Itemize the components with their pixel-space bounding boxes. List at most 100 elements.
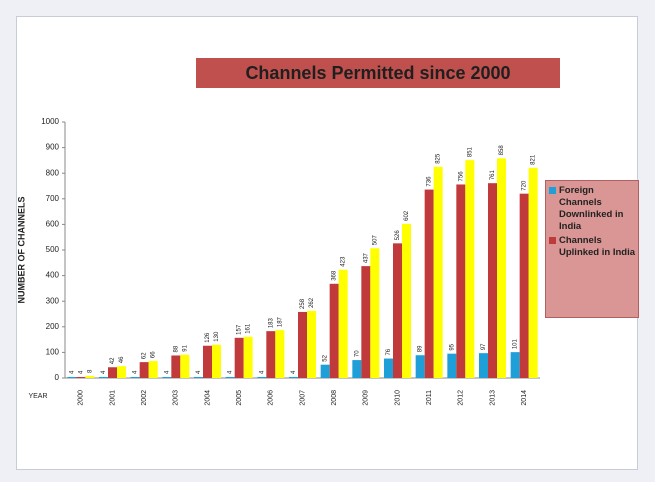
y-tick-label: 1000 <box>41 117 59 126</box>
bar <box>519 193 529 378</box>
bar <box>447 353 457 378</box>
bar <box>212 344 221 378</box>
data-label: 88 <box>173 345 179 352</box>
bar <box>424 189 434 378</box>
data-label: 101 <box>513 338 519 349</box>
data-label: 825 <box>436 153 442 164</box>
bar <box>171 355 181 378</box>
bar <box>456 184 466 378</box>
y-tick-label: 100 <box>46 348 60 357</box>
data-label: 423 <box>341 256 347 267</box>
data-label: 4 <box>196 370 202 374</box>
bar <box>99 376 108 378</box>
x-tick-label: 2010 <box>394 390 401 406</box>
legend-swatch <box>549 187 556 194</box>
bar <box>85 375 95 378</box>
data-label: 756 <box>458 171 464 182</box>
data-label: 157 <box>237 324 243 335</box>
data-label: 46 <box>119 356 125 363</box>
title-box <box>196 58 560 88</box>
data-label: 97 <box>481 343 487 350</box>
y-tick-label: 300 <box>46 296 60 305</box>
x-tick-label: 2013 <box>489 390 496 406</box>
bar <box>225 376 235 378</box>
bar <box>510 352 520 378</box>
y-tick-label: 500 <box>46 245 60 254</box>
bar <box>497 158 506 378</box>
bar <box>402 223 411 378</box>
bar <box>67 376 77 378</box>
x-tick-label: 2009 <box>363 390 370 406</box>
bar <box>298 311 307 378</box>
x-tick-label: 2007 <box>299 390 306 406</box>
bar <box>76 376 86 378</box>
y-axis-label: NUMBER OF CHANNELS <box>16 197 26 304</box>
data-label: 4 <box>133 370 139 374</box>
data-label: 851 <box>467 146 473 157</box>
bar <box>162 376 172 378</box>
data-label: 368 <box>332 270 338 281</box>
x-tick-label: 2006 <box>268 390 275 406</box>
data-label: 4 <box>78 370 84 374</box>
legend: Foreign Channels Downlinked in India Chan… <box>545 180 639 318</box>
x-tick-label: 2008 <box>331 390 338 406</box>
data-label: 76 <box>386 348 392 355</box>
data-label: 858 <box>499 145 505 156</box>
data-label: 62 <box>142 352 148 359</box>
data-label: 89 <box>418 345 424 352</box>
chart-title: Channels Permitted since 2000 <box>245 63 510 83</box>
data-label: 130 <box>214 331 220 342</box>
bar <box>289 376 298 378</box>
data-label: 720 <box>522 180 528 191</box>
data-label: 4 <box>291 370 297 374</box>
data-label: 161 <box>246 323 252 334</box>
data-label: 507 <box>372 235 378 246</box>
data-label: 52 <box>323 354 329 361</box>
data-label: 183 <box>268 317 274 328</box>
data-label: 126 <box>205 332 211 343</box>
data-label: 4 <box>101 370 107 374</box>
bar <box>234 337 244 378</box>
bar <box>203 345 212 378</box>
data-label: 8 <box>87 369 93 373</box>
y-tick-label: 800 <box>46 168 60 177</box>
bar <box>465 160 475 378</box>
bar <box>139 362 149 378</box>
legend-swatch <box>549 237 556 244</box>
data-label: 761 <box>490 170 496 181</box>
y-tick-label: 200 <box>46 322 60 331</box>
legend-entry: Channels Uplinked in India <box>549 235 635 259</box>
data-label: 437 <box>363 252 369 263</box>
data-label: 602 <box>404 210 410 221</box>
bar <box>275 330 285 378</box>
bar <box>370 248 380 378</box>
bar <box>415 355 425 378</box>
bar <box>528 167 538 378</box>
y-tick-label: 400 <box>46 271 60 280</box>
y-tick-label: 600 <box>46 220 60 229</box>
data-label: 4 <box>228 370 234 374</box>
x-axis-label: YEAR <box>28 393 47 400</box>
x-tick-label: 2001 <box>109 390 116 406</box>
bar <box>352 360 362 378</box>
data-label: 4 <box>164 370 170 374</box>
bar <box>108 367 117 378</box>
x-tick-label: 2003 <box>173 390 180 406</box>
bar <box>361 266 371 378</box>
data-label: 70 <box>354 350 360 357</box>
y-tick-label: 900 <box>46 143 60 152</box>
bar <box>329 283 339 378</box>
data-label: 526 <box>395 230 401 241</box>
bar <box>338 269 348 378</box>
y-tick-label: 700 <box>46 194 60 203</box>
bar <box>320 364 330 378</box>
data-label: 736 <box>427 176 433 187</box>
bar <box>266 331 276 378</box>
x-tick-label: 2002 <box>141 390 148 406</box>
data-label: 66 <box>151 351 157 358</box>
data-label: 42 <box>110 357 116 364</box>
x-tick-label: 2004 <box>204 390 211 406</box>
bar <box>257 376 267 378</box>
data-label: 187 <box>277 316 283 327</box>
